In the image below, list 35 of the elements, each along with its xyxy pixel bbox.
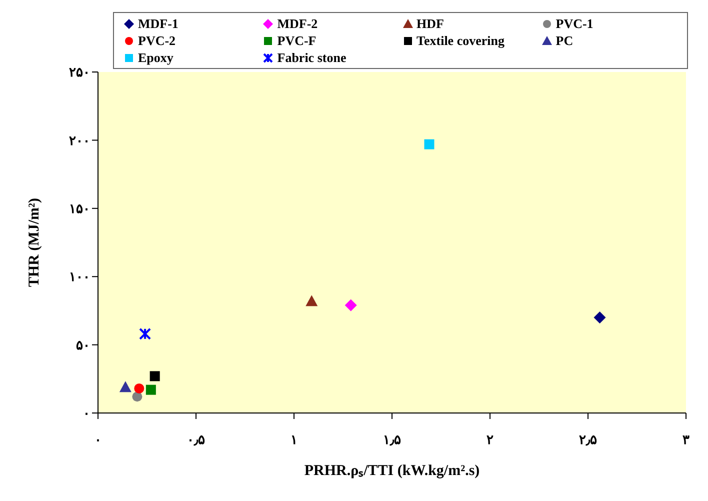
y-tick-label: ۰ [83,406,90,421]
point [344,299,357,312]
x-tick-label: ۰ [94,432,102,448]
y-tick-label: ۱۰۰ [69,269,90,284]
legend-label: PVC-F [277,32,316,48]
y-tick-label: ۲۵۰ [69,64,90,80]
legend-label: Textile covering [416,32,504,48]
legend-label: MDF-1 [138,16,178,32]
legend-label: PC [556,32,574,48]
legend-label: Epoxy [138,50,174,66]
x-tick-label: ۳ [682,432,690,448]
point [134,383,144,394]
legend-label: PVC-1 [556,16,594,32]
x-tick-label: ۲٫۵ [579,432,597,448]
legend-label: Fabric stone [277,50,346,66]
point [150,371,160,382]
x-tick-label: ۲ [486,432,494,448]
point [139,328,152,340]
point [132,392,142,402]
x-tick-label: ۱٫۵ [383,432,401,448]
y-tick-label: ۵۰ [76,337,90,352]
point [146,384,156,395]
legend-label: PVC-2 [138,32,176,48]
x-tick-label: ۰٫۵ [187,432,205,448]
legend-label: HDF [416,16,444,32]
point [594,312,606,324]
x-tick-label: ۱ [290,432,298,448]
point [119,381,132,392]
point [306,295,318,306]
y-axis-title: THR (MJ/m²) [26,198,42,288]
legend-label: MDF-2 [277,16,318,32]
y-tick-label: ۲۰۰ [69,132,90,148]
point [424,139,434,150]
x-axis-title: PRHR.ρₛ/TTI (kW.kg/m².s) [304,463,480,479]
y-tick-label: ۱۵۰ [69,201,90,216]
